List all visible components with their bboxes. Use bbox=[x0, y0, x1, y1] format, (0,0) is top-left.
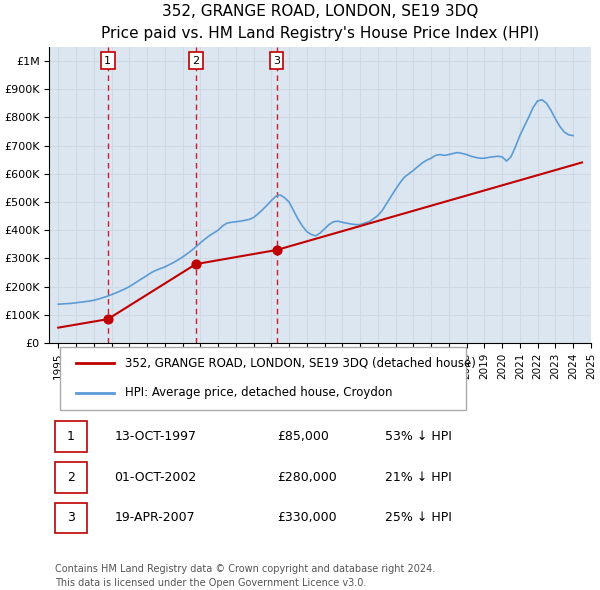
Text: 352, GRANGE ROAD, LONDON, SE19 3DQ (detached house): 352, GRANGE ROAD, LONDON, SE19 3DQ (deta… bbox=[125, 356, 476, 369]
Text: 01-OCT-2002: 01-OCT-2002 bbox=[115, 471, 197, 484]
Text: 13-OCT-1997: 13-OCT-1997 bbox=[115, 430, 196, 443]
Point bbox=[272, 245, 281, 255]
Text: HPI: Average price, detached house, Croydon: HPI: Average price, detached house, Croy… bbox=[125, 386, 392, 399]
Title: 352, GRANGE ROAD, LONDON, SE19 3DQ
Price paid vs. HM Land Registry's House Price: 352, GRANGE ROAD, LONDON, SE19 3DQ Price… bbox=[101, 4, 539, 41]
FancyBboxPatch shape bbox=[55, 421, 87, 452]
Point bbox=[191, 260, 200, 269]
Point bbox=[103, 314, 113, 324]
Text: 2: 2 bbox=[67, 471, 75, 484]
Text: 3: 3 bbox=[273, 55, 280, 65]
Text: £280,000: £280,000 bbox=[277, 471, 337, 484]
Text: 1: 1 bbox=[104, 55, 111, 65]
Text: 19-APR-2007: 19-APR-2007 bbox=[115, 512, 195, 525]
Text: 3: 3 bbox=[67, 512, 75, 525]
Text: 2: 2 bbox=[192, 55, 199, 65]
Text: £85,000: £85,000 bbox=[277, 430, 329, 443]
Text: 53% ↓ HPI: 53% ↓ HPI bbox=[385, 430, 452, 443]
Text: £330,000: £330,000 bbox=[277, 512, 337, 525]
Text: 25% ↓ HPI: 25% ↓ HPI bbox=[385, 512, 452, 525]
FancyBboxPatch shape bbox=[55, 503, 87, 533]
FancyBboxPatch shape bbox=[55, 462, 87, 493]
Text: 1: 1 bbox=[67, 430, 75, 443]
FancyBboxPatch shape bbox=[60, 347, 466, 410]
Text: 21% ↓ HPI: 21% ↓ HPI bbox=[385, 471, 452, 484]
Text: Contains HM Land Registry data © Crown copyright and database right 2024.
This d: Contains HM Land Registry data © Crown c… bbox=[55, 563, 435, 588]
